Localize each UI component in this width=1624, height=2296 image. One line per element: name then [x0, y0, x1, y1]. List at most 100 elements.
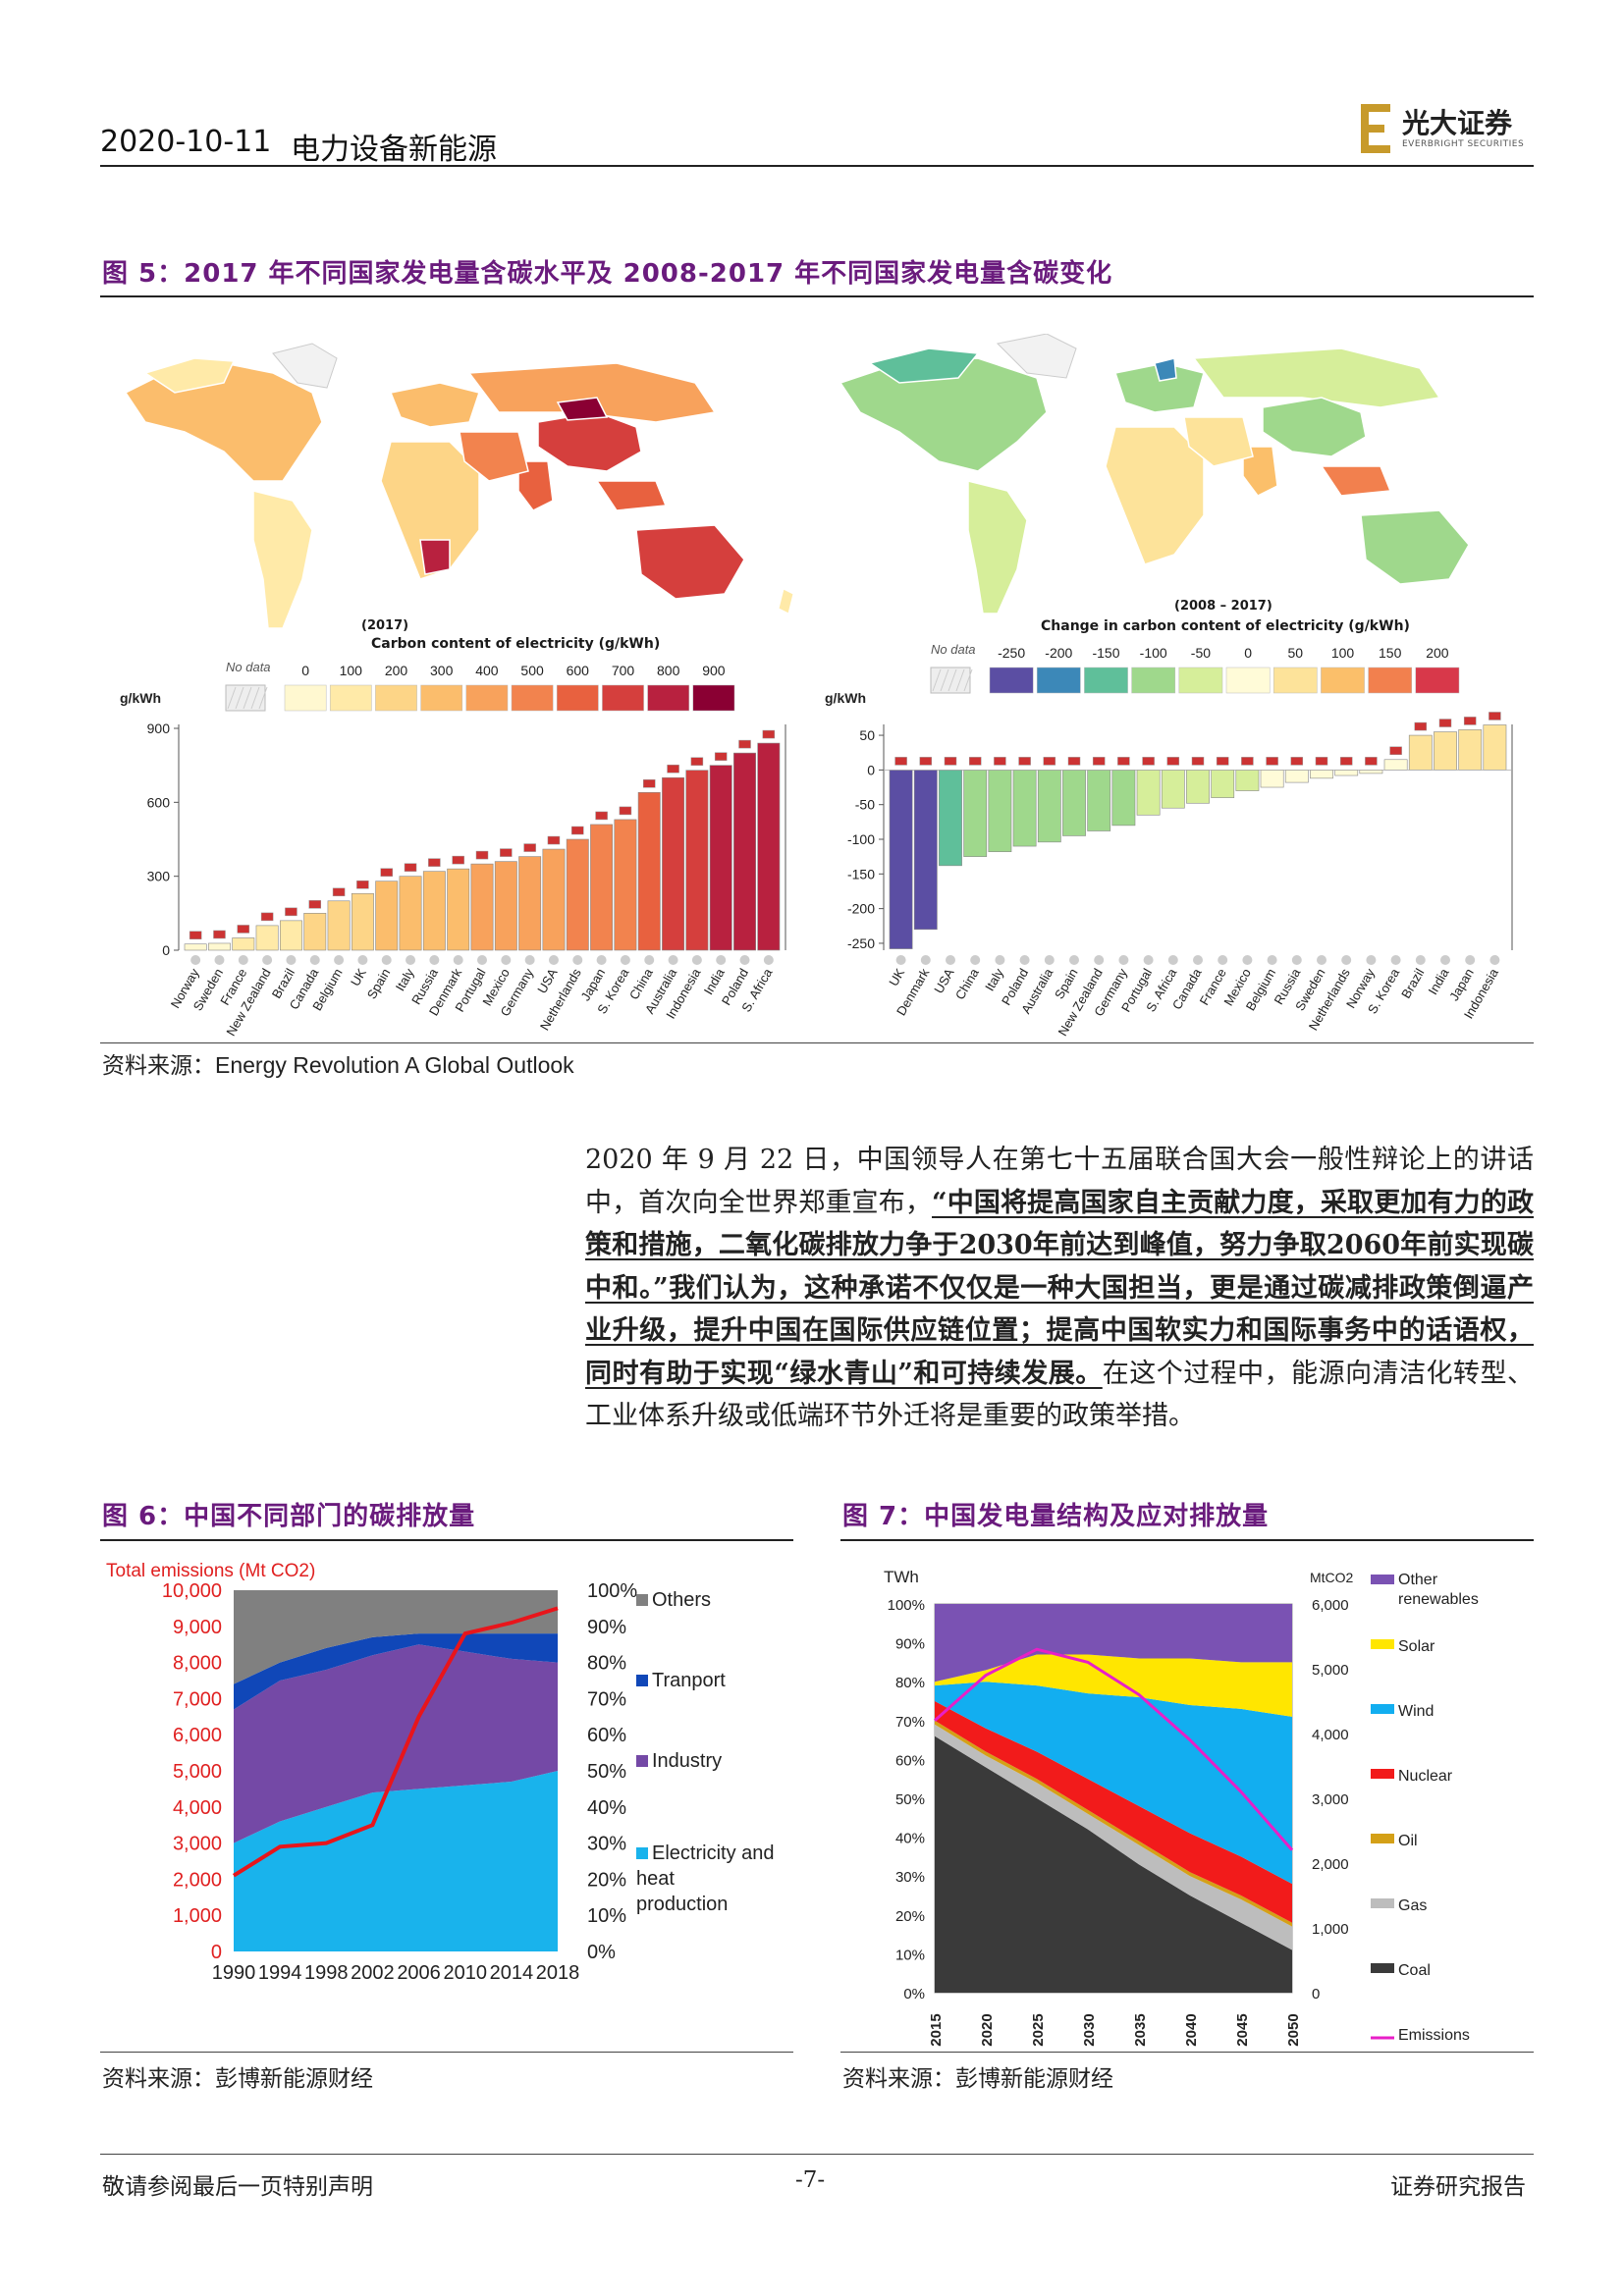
flag-marker: [237, 925, 250, 934]
bar-y-tick-label: 300: [147, 869, 171, 884]
rank-dot: [406, 955, 416, 965]
bar-y-tick-label: 900: [147, 721, 171, 736]
fig6-y-tick-label: 8,000: [173, 1653, 222, 1675]
rank-dot: [334, 955, 345, 965]
southeast-asia-region: [595, 480, 668, 511]
rank-dot: [946, 955, 955, 965]
bar-category-label: China: [952, 965, 982, 1002]
flag-marker: [619, 806, 632, 816]
fig6-pct-tick-label: 80%: [587, 1653, 626, 1675]
fig7-pct-tick-label: 40%: [895, 1831, 925, 1847]
legend-tick: -250: [998, 645, 1025, 661]
fig6-pct-tick-label: 0%: [587, 1942, 616, 1963]
flag-marker: [1043, 757, 1056, 766]
legend-tick: 150: [1379, 645, 1402, 661]
bar-mark: [327, 900, 351, 951]
legend-swatch: [375, 684, 417, 712]
fig7-area-solar: [935, 1654, 1292, 1717]
fig7-legend-swatch: [1371, 1639, 1394, 1649]
fig6-area-tranport: [234, 1633, 558, 1710]
map-2017-legend-title: Carbon content of electricity (g/kWh): [371, 636, 661, 652]
rank-dot: [596, 955, 607, 965]
flag-marker: [1018, 757, 1031, 766]
rank-dot: [501, 955, 512, 965]
rank-dot: [995, 955, 1005, 965]
fig7-area-gas: [935, 1724, 1292, 1950]
flag-marker: [260, 912, 274, 922]
figure5-title-rule: [100, 295, 1534, 297]
legend-swatch: [1225, 667, 1271, 694]
bar-y-tick-label: -200: [847, 901, 875, 917]
world-map-change: [839, 334, 1470, 614]
rank-dot: [1094, 955, 1105, 965]
bar-mark: [988, 770, 1012, 853]
bar-mark: [939, 770, 962, 867]
flag-marker: [500, 848, 513, 857]
fig7-legend-label: Nuclear: [1398, 1768, 1453, 1785]
bar-mark: [1161, 770, 1185, 809]
flag-marker: [1463, 717, 1477, 725]
flag-marker: [380, 868, 393, 877]
rank-dot: [1390, 955, 1401, 965]
fig6-x-tick-label: 2014: [490, 1962, 534, 1984]
bar-mark: [1012, 770, 1037, 847]
rank-dot: [763, 955, 774, 965]
fig7-pct-tick-label: 80%: [895, 1675, 925, 1691]
fig7-legend-label: Oil: [1398, 1833, 1418, 1849]
legend-swatch: [420, 684, 463, 712]
fig6-legend-swatch: [636, 1594, 648, 1606]
fig6-y-tick-label: 6,000: [173, 1725, 222, 1746]
rank-dot: [190, 955, 201, 965]
legend-tick: 700: [612, 663, 635, 678]
bar-mark: [208, 942, 231, 951]
rank-dot: [1218, 955, 1228, 965]
fig6-pct-tick-label: 30%: [587, 1834, 626, 1855]
fig7-x-tick-label: 2015: [928, 2013, 945, 2046]
legend-swatch: [1036, 667, 1081, 694]
bar-y-tick-label: 50: [859, 727, 875, 743]
legend-swatch: [1368, 667, 1413, 694]
fig7-area-wind: [935, 1682, 1292, 1885]
flag-marker: [1241, 757, 1254, 766]
legend-no-data-label: No data: [931, 642, 976, 657]
legend-tick: -100: [1140, 645, 1167, 661]
legend-swatch: [556, 684, 599, 712]
flag-marker: [571, 826, 584, 835]
fig7-right-tick-label: 3,000: [1312, 1791, 1349, 1808]
fig6-pct-tick-label: 10%: [587, 1905, 626, 1927]
fig6-y-tick-label: 3,000: [173, 1834, 222, 1855]
rank-dot: [1415, 955, 1426, 965]
rank-dot: [1489, 955, 1500, 965]
legend-swatch: [1415, 667, 1460, 694]
fig7-pct-tick-label: 90%: [895, 1636, 925, 1653]
russia-change-region: [1192, 347, 1441, 408]
rank-dot: [453, 955, 463, 965]
fig6-x-tick-label: 2006: [397, 1962, 441, 1984]
legend-hatch-line: [955, 668, 965, 692]
rank-dot: [357, 955, 368, 965]
bar-y-tick-label: 0: [867, 762, 875, 777]
fig7-x-tick-label: 2040: [1183, 2013, 1200, 2046]
fig6-pct-tick-label: 40%: [587, 1797, 626, 1819]
fig6-legend-label: heat: [636, 1868, 675, 1890]
greenland-region: [272, 343, 338, 389]
flag-marker: [762, 729, 776, 739]
map-change-legend: No data -250 -200 -150 -100 -50 0 50 100 150 200: [930, 642, 1460, 694]
legend-tick: 200: [385, 663, 408, 678]
map-change-year-label: (2008 – 2017): [1174, 599, 1272, 614]
flag-marker: [189, 931, 202, 939]
bar-mark: [1037, 770, 1061, 843]
everbright-logo-icon: [1361, 104, 1390, 153]
rank-dot: [1366, 955, 1377, 965]
legend-swatch: [1321, 667, 1365, 694]
flag-marker: [1489, 712, 1501, 721]
middle-east-region: [459, 431, 529, 482]
flag-marker: [714, 752, 728, 761]
footer-report-type: 证券研究报告: [1390, 2174, 1526, 2200]
fig6-area-others: [234, 1590, 558, 1684]
legend-tick: 0: [301, 663, 309, 678]
china-change-region: [1262, 397, 1367, 457]
fig6-y-tick-label: 1,000: [173, 1905, 222, 1927]
bar-mark: [1111, 770, 1136, 827]
report-category: 电力设备新能源: [291, 133, 497, 167]
